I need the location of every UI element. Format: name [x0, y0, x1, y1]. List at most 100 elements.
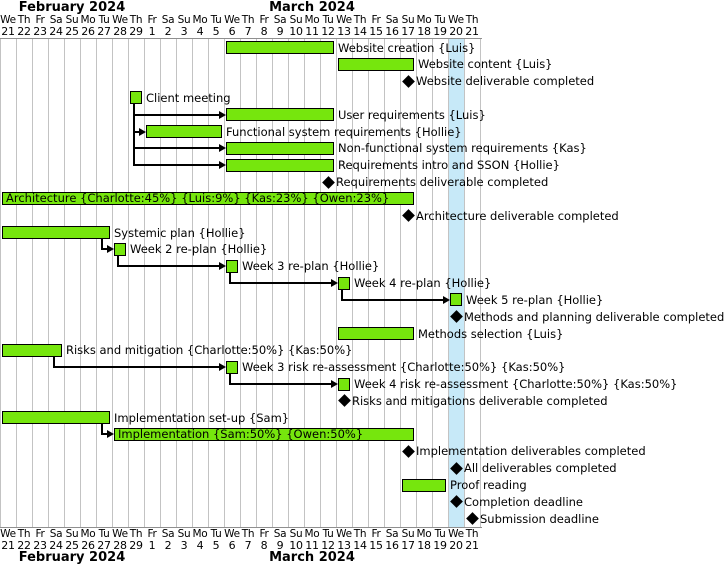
task-bar[interactable] — [226, 41, 334, 54]
weekday-label: We — [112, 14, 128, 26]
task-bar[interactable] — [338, 276, 350, 290]
day-number-label: 8 — [260, 25, 268, 38]
task-label: Client meeting — [146, 90, 231, 105]
milestone-label: Methods and planning deliverable complet… — [464, 309, 724, 324]
task-bar[interactable] — [450, 293, 462, 307]
weekday-label: Th — [353, 528, 367, 540]
task-bar[interactable] — [338, 327, 414, 341]
weekday-label: Fr — [35, 528, 45, 540]
weekday-label: We — [336, 528, 352, 540]
day-grid-line — [128, 39, 129, 527]
weekday-label: Fr — [259, 528, 269, 540]
task-bar[interactable] — [146, 125, 222, 139]
dependency-line-vertical — [117, 255, 119, 268]
milestone-diamond[interactable] — [401, 444, 415, 458]
task-bar[interactable] — [2, 226, 110, 240]
task-label: Implementation {Sam:50%} {Owen:50%} — [118, 428, 364, 442]
weekday-label: Sa — [385, 528, 399, 540]
dependency-line-horizontal — [133, 164, 219, 167]
weekday-label: Su — [177, 14, 191, 26]
weekday-label: Mo — [304, 528, 320, 540]
day-number-label: 22 — [17, 539, 31, 552]
task-bar[interactable]: Implementation {Sam:50%} {Owen:50%} — [114, 428, 414, 442]
task-bar[interactable] — [2, 343, 62, 357]
task-bar[interactable] — [130, 91, 142, 105]
weekday-label: Sa — [385, 14, 399, 26]
dependency-arrowhead-icon — [219, 110, 226, 119]
day-number-label: 26 — [81, 539, 95, 552]
day-grid-line — [112, 39, 113, 527]
task-bar[interactable] — [226, 259, 238, 273]
task-bar[interactable] — [114, 242, 126, 256]
weekday-label: Mo — [80, 528, 96, 540]
day-grid-line — [464, 39, 465, 527]
task-label: Week 4 re-plan {Hollie} — [354, 276, 492, 291]
weekday-label: Su — [401, 528, 415, 540]
task-bar[interactable] — [402, 478, 446, 492]
task-bar[interactable] — [226, 108, 334, 122]
task-bar[interactable] — [2, 411, 110, 425]
weekday-label: Th — [129, 528, 143, 540]
month-label-march-top: March 2024 — [269, 0, 355, 15]
weekday-label: Tu — [322, 528, 334, 540]
day-number-label: 10 — [289, 25, 303, 38]
weekday-label: Fr — [259, 14, 269, 26]
task-bar[interactable]: Architecture {Charlotte:45%} {Luis:9%} {… — [2, 192, 414, 206]
milestone-diamond[interactable] — [401, 74, 415, 88]
day-grid-line — [64, 39, 65, 527]
weekday-label: Mo — [416, 528, 432, 540]
day-number-label: 28 — [113, 25, 127, 38]
task-label: Functional system requirements {Hollie} — [226, 124, 462, 139]
day-number-label: 24 — [49, 25, 63, 38]
dependency-line-horizontal — [229, 383, 331, 385]
day-number-label: 5 — [212, 25, 220, 38]
day-grid-line — [16, 39, 17, 527]
weekday-label: Sa — [273, 528, 287, 540]
milestone-diamond[interactable] — [321, 175, 335, 189]
milestone-diamond[interactable] — [465, 512, 479, 525]
day-grid-line — [96, 39, 97, 527]
day-grid-line — [448, 39, 449, 527]
dependency-line-horizontal — [341, 298, 443, 301]
day-number-label: 10 — [289, 539, 303, 552]
task-bar[interactable] — [226, 360, 238, 374]
day-grid-line — [352, 39, 353, 527]
day-number-label: 2 — [164, 539, 172, 552]
task-bar[interactable] — [338, 377, 350, 391]
day-number-label: 21 — [465, 25, 479, 38]
day-number-label: 21 — [465, 539, 479, 552]
dependency-line-vertical — [229, 373, 231, 385]
task-label: User requirements {Luis} — [338, 107, 486, 122]
dependency-line-horizontal — [133, 113, 219, 116]
day-grid-line — [48, 39, 49, 527]
day-number-label: 16 — [385, 25, 399, 38]
day-number-label: 1 — [148, 539, 156, 552]
task-bar[interactable] — [226, 158, 334, 172]
day-number-label: 19 — [433, 25, 447, 38]
dependency-line-vertical — [133, 104, 135, 167]
task-bar[interactable] — [226, 141, 334, 155]
day-grid-line — [0, 39, 1, 527]
weekday-label: Th — [17, 14, 31, 26]
weekday-label: We — [224, 528, 240, 540]
task-label: Website content {Luis} — [418, 57, 553, 72]
milestone-diamond[interactable] — [337, 394, 351, 408]
dependency-line-horizontal — [133, 147, 219, 150]
dependency-line-vertical — [101, 239, 103, 251]
weekday-label: Fr — [371, 528, 381, 540]
day-grid-line — [160, 39, 161, 527]
day-number-label: 14 — [353, 539, 367, 552]
day-grid-line — [80, 39, 81, 527]
day-grid-line — [416, 39, 417, 527]
day-number-label: 12 — [321, 25, 335, 38]
weekday-label: Th — [353, 14, 367, 26]
milestone-diamond[interactable] — [401, 209, 415, 223]
task-label: Week 3 re-plan {Hollie} — [242, 259, 380, 274]
task-bar[interactable] — [338, 57, 414, 71]
day-number-label: 16 — [385, 539, 399, 552]
weekday-label: Fr — [147, 528, 157, 540]
weekday-label: Su — [289, 528, 303, 540]
weekday-label: Th — [129, 14, 143, 26]
task-label: Methods selection {Luis} — [418, 326, 564, 341]
day-number-label: 7 — [244, 539, 252, 552]
